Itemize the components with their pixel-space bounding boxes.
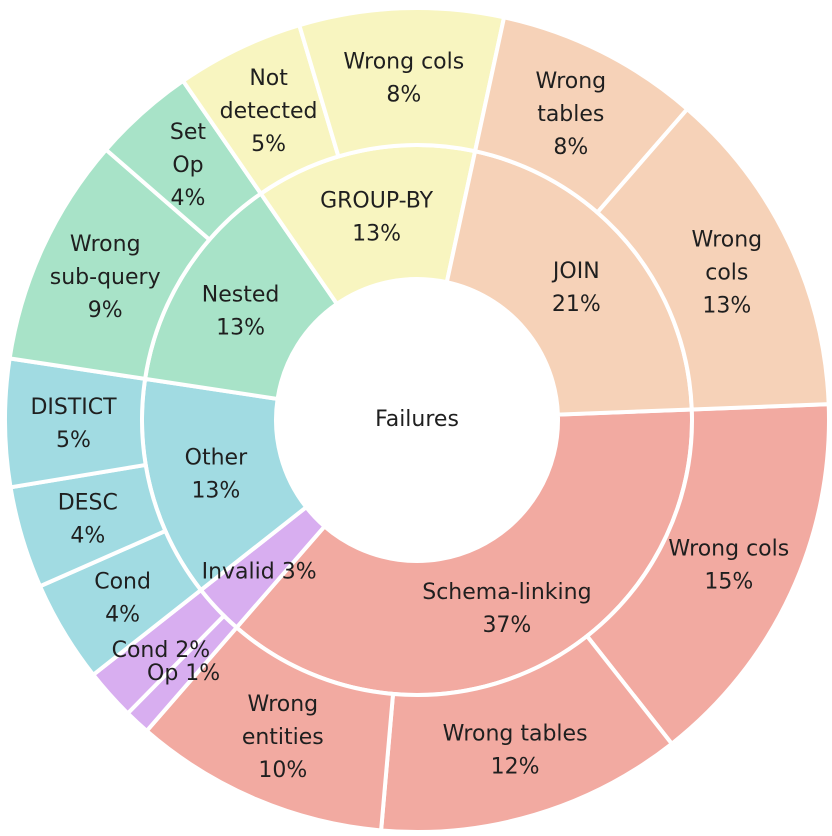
inner-label-nested: Nested 13% (202, 282, 280, 340)
center-label: Failures (375, 407, 459, 432)
outer-label-schema-linking-1: Wrong tables 12% (443, 722, 588, 780)
outer-label-group-by-10: Not detected 5% (220, 66, 318, 157)
inner-label-invalid: Invalid 3% (202, 559, 317, 584)
outer-label-join-13: Wrong cols 13% (691, 228, 762, 319)
inner-label-join: JOIN 21% (551, 259, 601, 317)
outer-label-other-7: DISTICT 5% (30, 395, 117, 453)
outer-label-other-5: Cond 4% (94, 569, 151, 627)
outer-label-invalid-3: Op 1% (147, 661, 220, 686)
outer-label-schema-linking-2: Wrong entities 10% (242, 692, 324, 783)
outer-label-schema-linking-0: Wrong cols 15% (668, 537, 789, 595)
inner-label-other: Other 13% (185, 446, 248, 504)
outer-segment-join-13 (594, 106, 831, 412)
segment-labels: Schema-linking 37% Invalid 3% Other 13% Neste… (30, 49, 789, 783)
outer-label-join-12: Wrong tables 8% (535, 69, 606, 160)
outer-label-invalid-4: Cond 2% (112, 638, 211, 663)
outer-label-nested-9: Set Op 4% (170, 120, 207, 211)
outer-label-nested-8: Wrong sub-query 9% (50, 232, 161, 323)
inner-label-group-by: GROUP-BY 13% (320, 189, 434, 247)
inner-label-schema-linking: Schema-linking 37% (422, 580, 591, 638)
outer-ring (3, 6, 831, 834)
outer-label-group-by-11: Wrong cols 8% (343, 49, 464, 107)
outer-label-other-6: DESC 4% (58, 491, 118, 549)
